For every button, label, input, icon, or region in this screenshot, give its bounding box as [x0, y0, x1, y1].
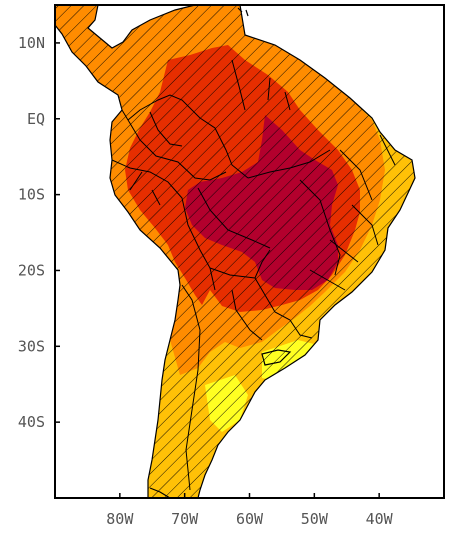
lon-tick-label: 50W [301, 510, 329, 528]
coastline [55, 5, 416, 498]
lon-tick-label: 80W [106, 510, 134, 528]
lat-tick-label: 20S [18, 261, 45, 279]
lat-tick-label: 40S [18, 413, 45, 431]
lon-axis: 80W 70W 60W 50W 40W [106, 493, 394, 528]
lat-tick-label: 10S [18, 186, 45, 204]
lat-tick-label: 10N [18, 34, 45, 52]
lon-tick-label: 60W [236, 510, 264, 528]
lat-tick-label: EQ [27, 110, 45, 128]
country-borders [111, 59, 396, 491]
lon-tick-label: 40W [366, 510, 394, 528]
lon-tick-label: 70W [171, 510, 199, 528]
lat-axis: 10N EQ 10S 20S 30S 40S [18, 34, 60, 431]
lat-tick-label: 30S [18, 337, 45, 355]
